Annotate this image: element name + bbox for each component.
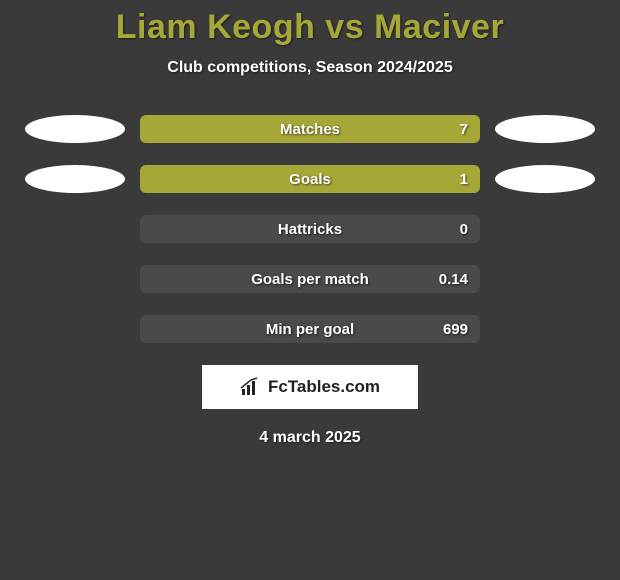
stat-bar: Matches 7: [140, 115, 480, 143]
stat-row: Goals per match 0.14: [0, 265, 620, 293]
right-ellipse: [495, 165, 595, 193]
stat-bar: Hattricks 0: [140, 215, 480, 243]
stat-value: 0: [460, 221, 468, 238]
stat-label: Min per goal: [266, 321, 354, 338]
stat-bar: Goals per match 0.14: [140, 265, 480, 293]
stat-label: Goals per match: [251, 271, 369, 288]
stat-row: Goals 1: [0, 165, 620, 193]
right-ellipse: [495, 115, 595, 143]
left-ellipse: [25, 115, 125, 143]
stats-rows: Matches 7 Goals 1 Hattricks 0 Goals per match 0…: [0, 115, 620, 343]
stat-row: Min per goal 699: [0, 315, 620, 343]
stat-bar: Min per goal 699: [140, 315, 480, 343]
stat-value: 7: [460, 121, 468, 138]
page-title: Liam Keogh vs Maciver: [0, 8, 620, 47]
stat-label: Goals: [289, 171, 331, 188]
stat-label: Matches: [280, 121, 340, 138]
stat-value: 699: [443, 321, 468, 338]
stat-bar: Goals 1: [140, 165, 480, 193]
date-label: 4 march 2025: [0, 429, 620, 447]
stat-row: Hattricks 0: [0, 215, 620, 243]
bar-chart-icon: [240, 377, 262, 397]
stat-value: 0.14: [439, 271, 468, 288]
brand-box[interactable]: FcTables.com: [202, 365, 418, 409]
left-ellipse: [25, 165, 125, 193]
stat-row: Matches 7: [0, 115, 620, 143]
stat-value: 1: [460, 171, 468, 188]
brand-text: FcTables.com: [268, 377, 380, 397]
stats-card: Liam Keogh vs Maciver Club competitions,…: [0, 0, 620, 447]
stat-label: Hattricks: [278, 221, 342, 238]
subtitle: Club competitions, Season 2024/2025: [0, 59, 620, 77]
